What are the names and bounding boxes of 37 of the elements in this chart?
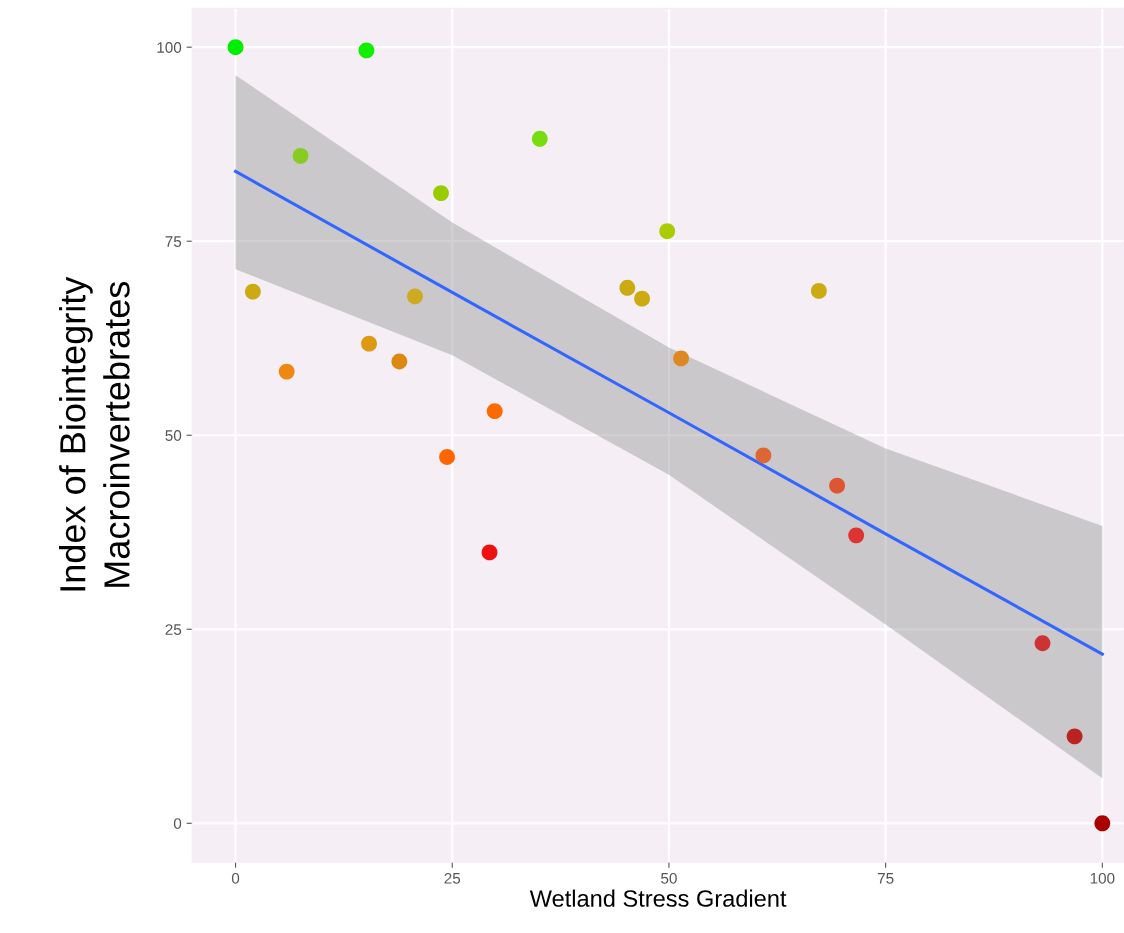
x-tick-label: 0 bbox=[231, 872, 240, 884]
point bbox=[244, 283, 261, 300]
point bbox=[481, 544, 498, 561]
y-axis-title: Index of Biointegrity Macroinvertebrates bbox=[59, 276, 130, 591]
point bbox=[433, 185, 449, 202]
y-tick-label: 75 bbox=[165, 236, 182, 247]
x-tick-label: 75 bbox=[877, 873, 894, 884]
y-tick-label: 25 bbox=[165, 624, 182, 635]
point bbox=[486, 403, 503, 420]
x-tick-label: 25 bbox=[444, 872, 461, 884]
point bbox=[391, 353, 408, 370]
y-tick-label: 50 bbox=[165, 430, 182, 441]
point bbox=[634, 290, 650, 307]
point bbox=[358, 42, 375, 59]
x-tick-label: 100 bbox=[1090, 872, 1115, 884]
point bbox=[1066, 728, 1083, 745]
point bbox=[227, 39, 244, 56]
point bbox=[407, 288, 423, 305]
point bbox=[619, 279, 636, 296]
y-tick-label: 0 bbox=[173, 818, 182, 829]
x-tick-label: 50 bbox=[661, 872, 677, 884]
line-series bbox=[234, 169, 1104, 656]
point bbox=[292, 147, 309, 164]
point bbox=[829, 477, 846, 494]
point bbox=[1034, 635, 1051, 652]
point bbox=[278, 363, 295, 380]
point bbox=[848, 527, 865, 544]
point bbox=[439, 449, 455, 465]
point bbox=[673, 350, 689, 367]
y-tick-label: 100 bbox=[157, 42, 182, 53]
point bbox=[361, 335, 377, 352]
x-axis-title: Wetland Stress Gradient bbox=[529, 889, 787, 907]
point bbox=[659, 223, 676, 240]
point bbox=[755, 447, 772, 464]
point bbox=[810, 282, 827, 299]
point bbox=[1094, 815, 1111, 832]
point bbox=[531, 130, 548, 147]
